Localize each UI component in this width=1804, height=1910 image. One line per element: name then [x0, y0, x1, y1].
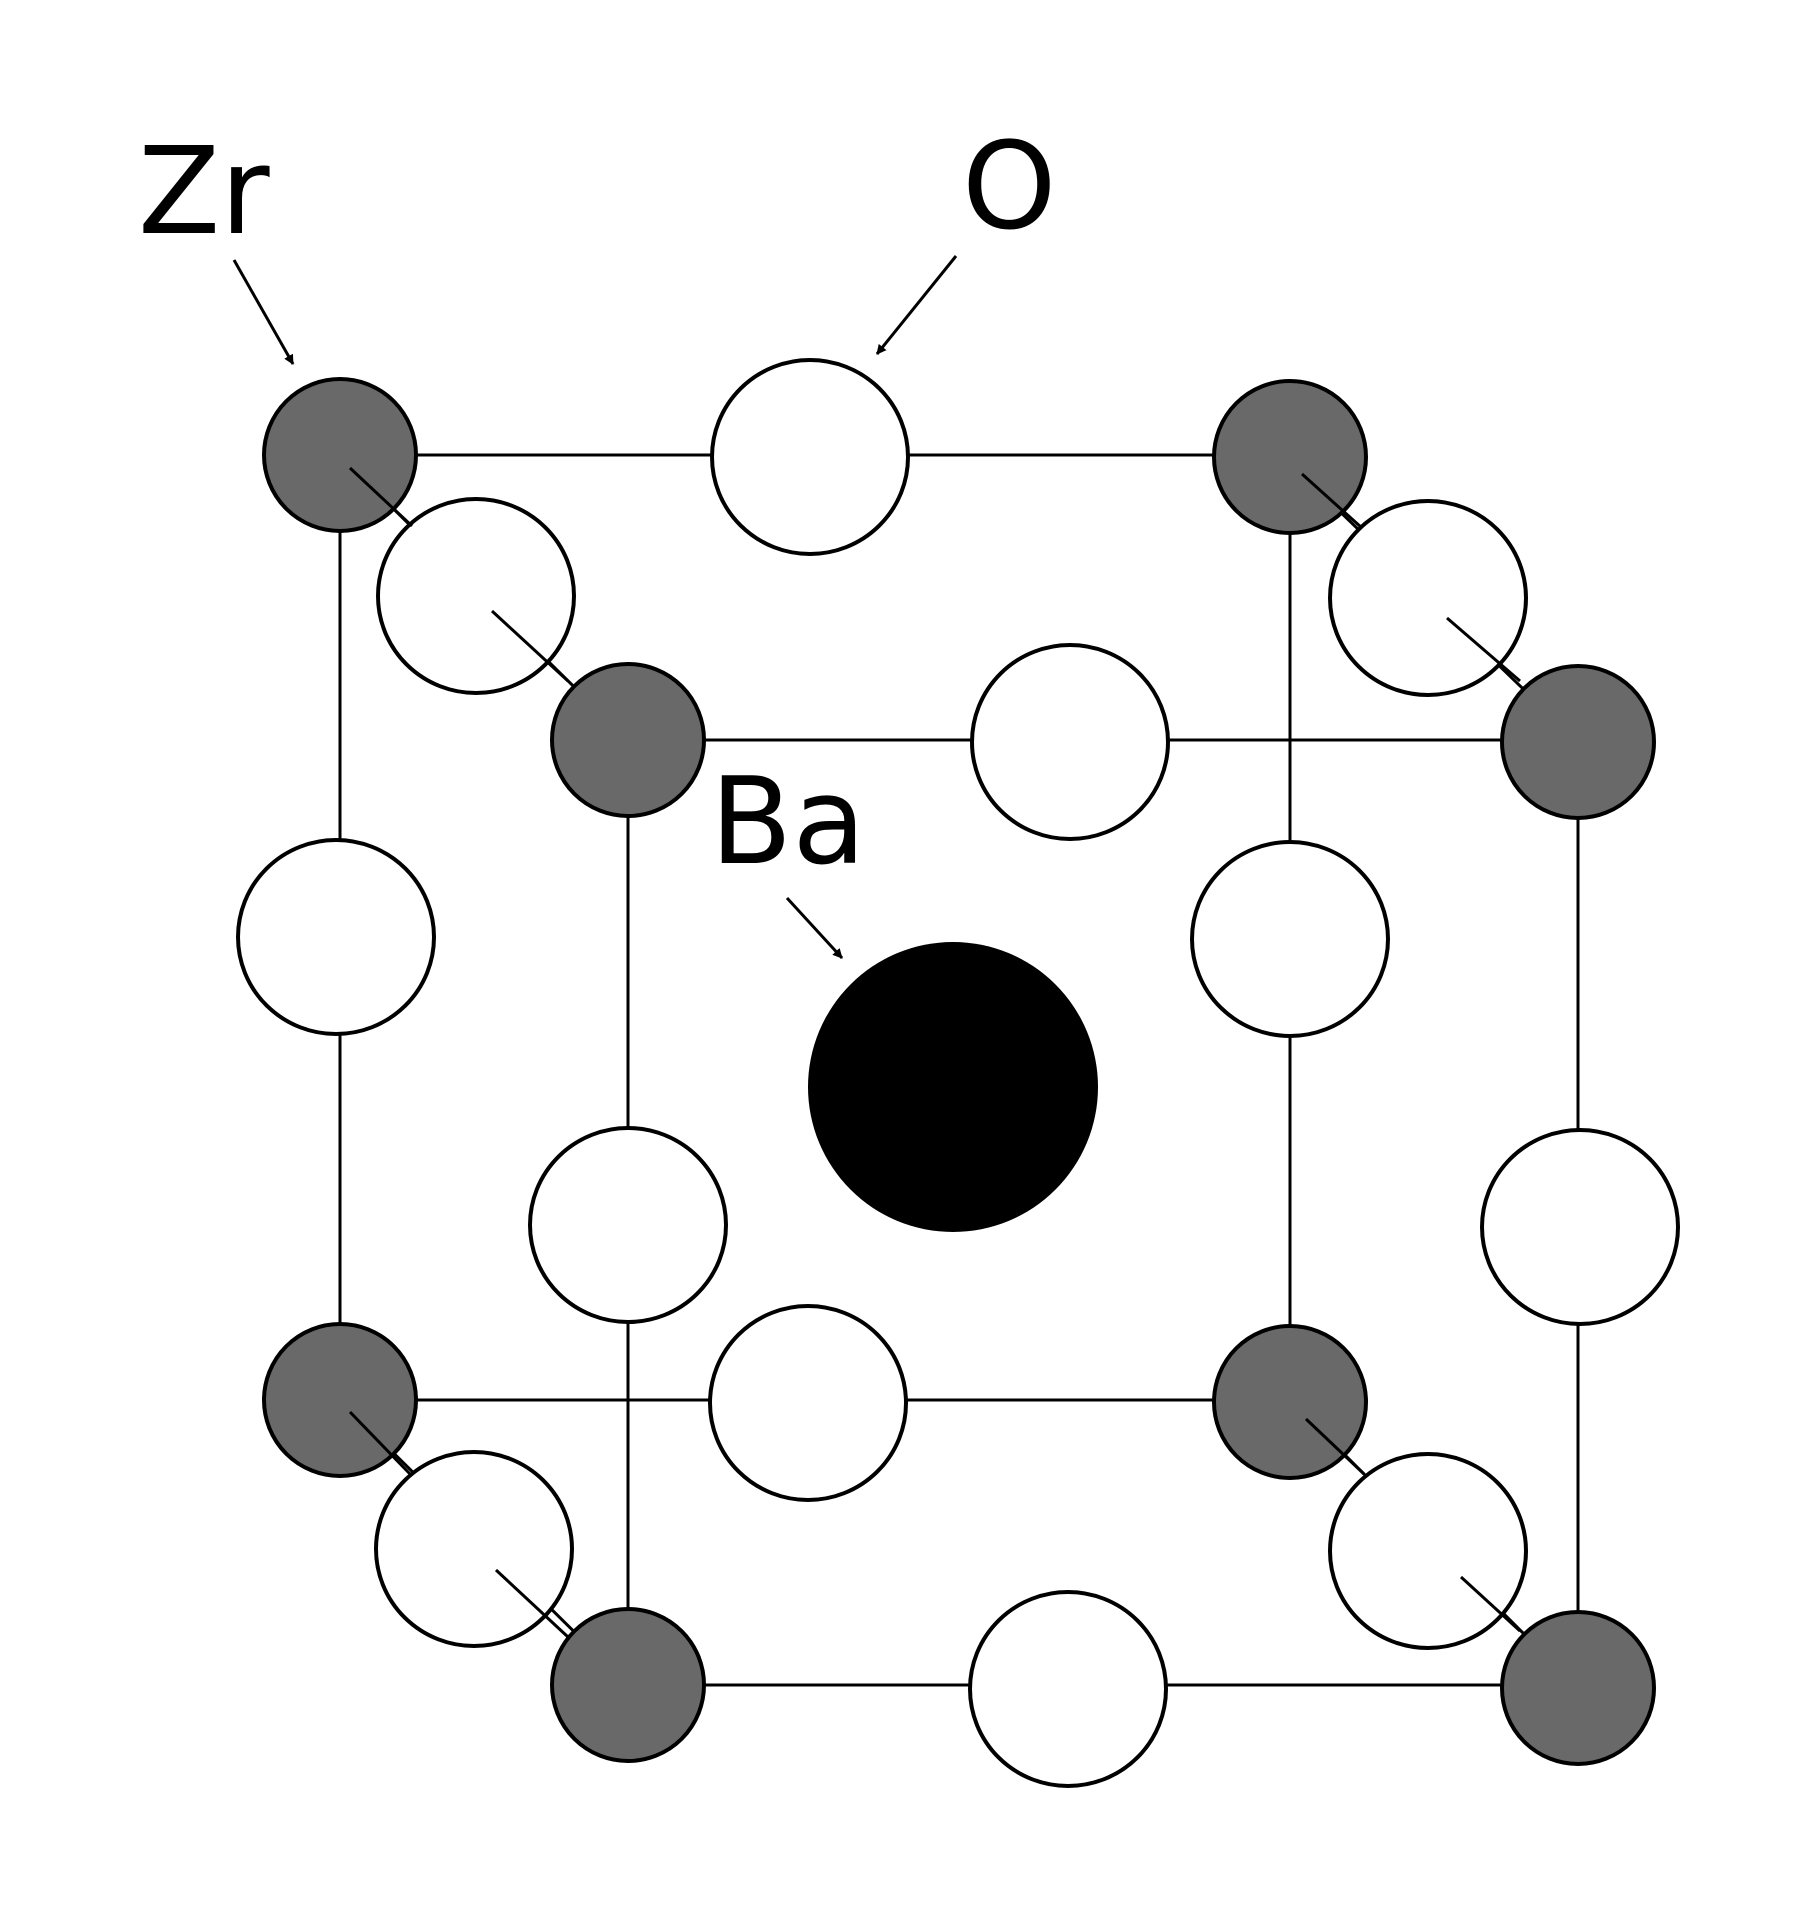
- bond-stub: [494, 1568, 570, 1639]
- o-label: O: [962, 118, 1056, 257]
- zr-atom: [550, 1607, 706, 1763]
- o-atom: [708, 1304, 908, 1502]
- o-atom: [1328, 1452, 1528, 1650]
- ba-arrow: [785, 896, 844, 960]
- zr-label: Zr: [138, 123, 270, 262]
- zr-atom: [1500, 664, 1656, 820]
- bond-stub: [1459, 1575, 1522, 1633]
- o-atom: [528, 1126, 728, 1324]
- ba-atom: [808, 942, 1098, 1232]
- o-atom: [374, 1450, 574, 1648]
- zr-arrow: [232, 259, 295, 365]
- bond-stubs: [490, 609, 1522, 1639]
- o-atom: [1328, 499, 1528, 697]
- bond-overlay: [348, 466, 414, 528]
- ba-label: Ba: [710, 753, 866, 892]
- zr-atom: [550, 662, 706, 818]
- zr-atom: [1500, 1610, 1656, 1766]
- o-atom: [1190, 840, 1390, 1038]
- o-atom: [968, 1590, 1168, 1788]
- zirconium-atoms: [262, 377, 1656, 1766]
- oxygen-atoms: [236, 358, 1680, 1788]
- o-atom: [236, 838, 436, 1036]
- o-atom: [376, 497, 576, 695]
- o-atom: [710, 358, 910, 556]
- bond-overlays: [348, 466, 1366, 1476]
- bond-stub: [490, 609, 570, 683]
- zr-atom: [262, 1322, 418, 1478]
- bond-overlay: [348, 1410, 412, 1476]
- bond-overlay: [1304, 1417, 1366, 1476]
- o-atom: [970, 643, 1170, 841]
- bond-overlay: [1300, 472, 1364, 530]
- o-arrow: [875, 255, 958, 355]
- o-atom: [1480, 1128, 1680, 1326]
- bond-stub: [1446, 616, 1521, 683]
- zr-atom: [1212, 379, 1368, 535]
